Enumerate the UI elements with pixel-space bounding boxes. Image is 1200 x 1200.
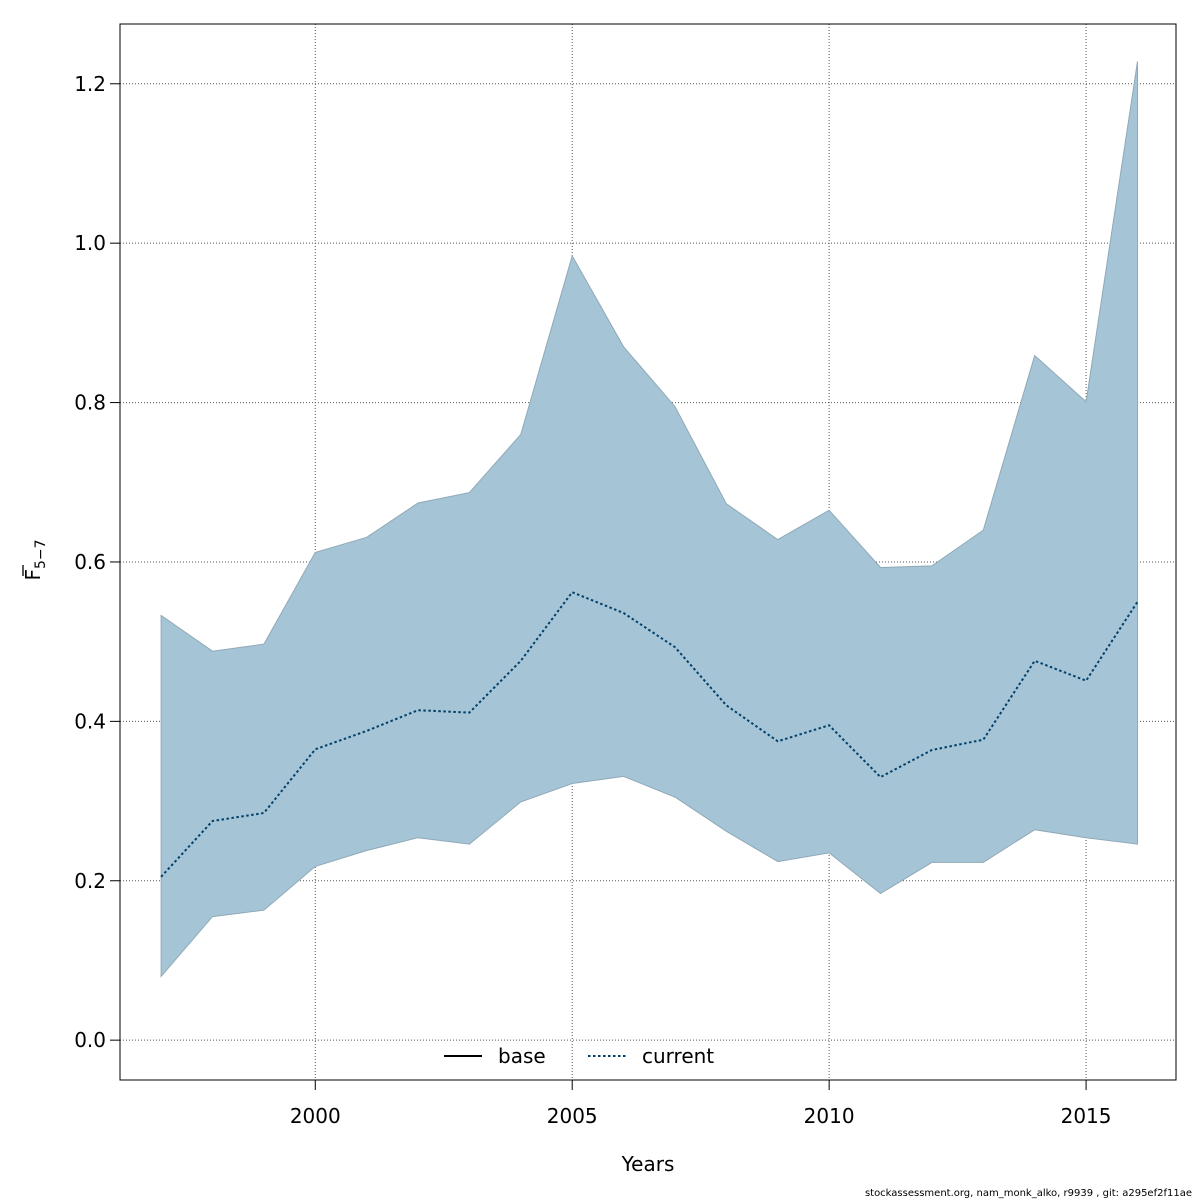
legend-label-base: base (498, 1044, 546, 1068)
y-tick-label: 0.6 (74, 550, 106, 574)
y-axis-title: F5−7 (21, 539, 49, 580)
y-tick-label: 1.0 (74, 231, 106, 255)
x-axis: 2000 2005 2010 2015 (290, 1080, 1112, 1128)
y-tick-label: 0.4 (74, 709, 106, 733)
y-tick-label: 0.2 (74, 869, 106, 893)
legend-label-current: current (642, 1044, 714, 1068)
footer-note: stockassessment.org, nam_monk_alko, r993… (864, 1188, 1192, 1199)
x-tick-label: 2010 (804, 1104, 855, 1128)
x-tick-label: 2005 (547, 1104, 598, 1128)
x-axis-title: Years (621, 1152, 675, 1176)
y-tick-label: 0.0 (74, 1028, 106, 1052)
plot-frame (119, 23, 1177, 1081)
svg-text:F5−7: F5−7 (21, 539, 49, 580)
y-axis: 0.0 0.2 0.4 0.6 0.8 1.0 1.2 (74, 72, 120, 1052)
confidence-band (160, 61, 1138, 978)
legend: base current (444, 1044, 714, 1068)
y-tick-label: 1.2 (74, 72, 106, 96)
y-axis-title-sub: 5−7 (33, 539, 49, 569)
x-tick-label: 2000 (290, 1104, 341, 1128)
y-tick-label: 0.8 (74, 391, 106, 415)
y-axis-title-main: F (21, 569, 45, 581)
series-line-current (160, 590, 1139, 878)
x-tick-label: 2015 (1061, 1104, 1112, 1128)
